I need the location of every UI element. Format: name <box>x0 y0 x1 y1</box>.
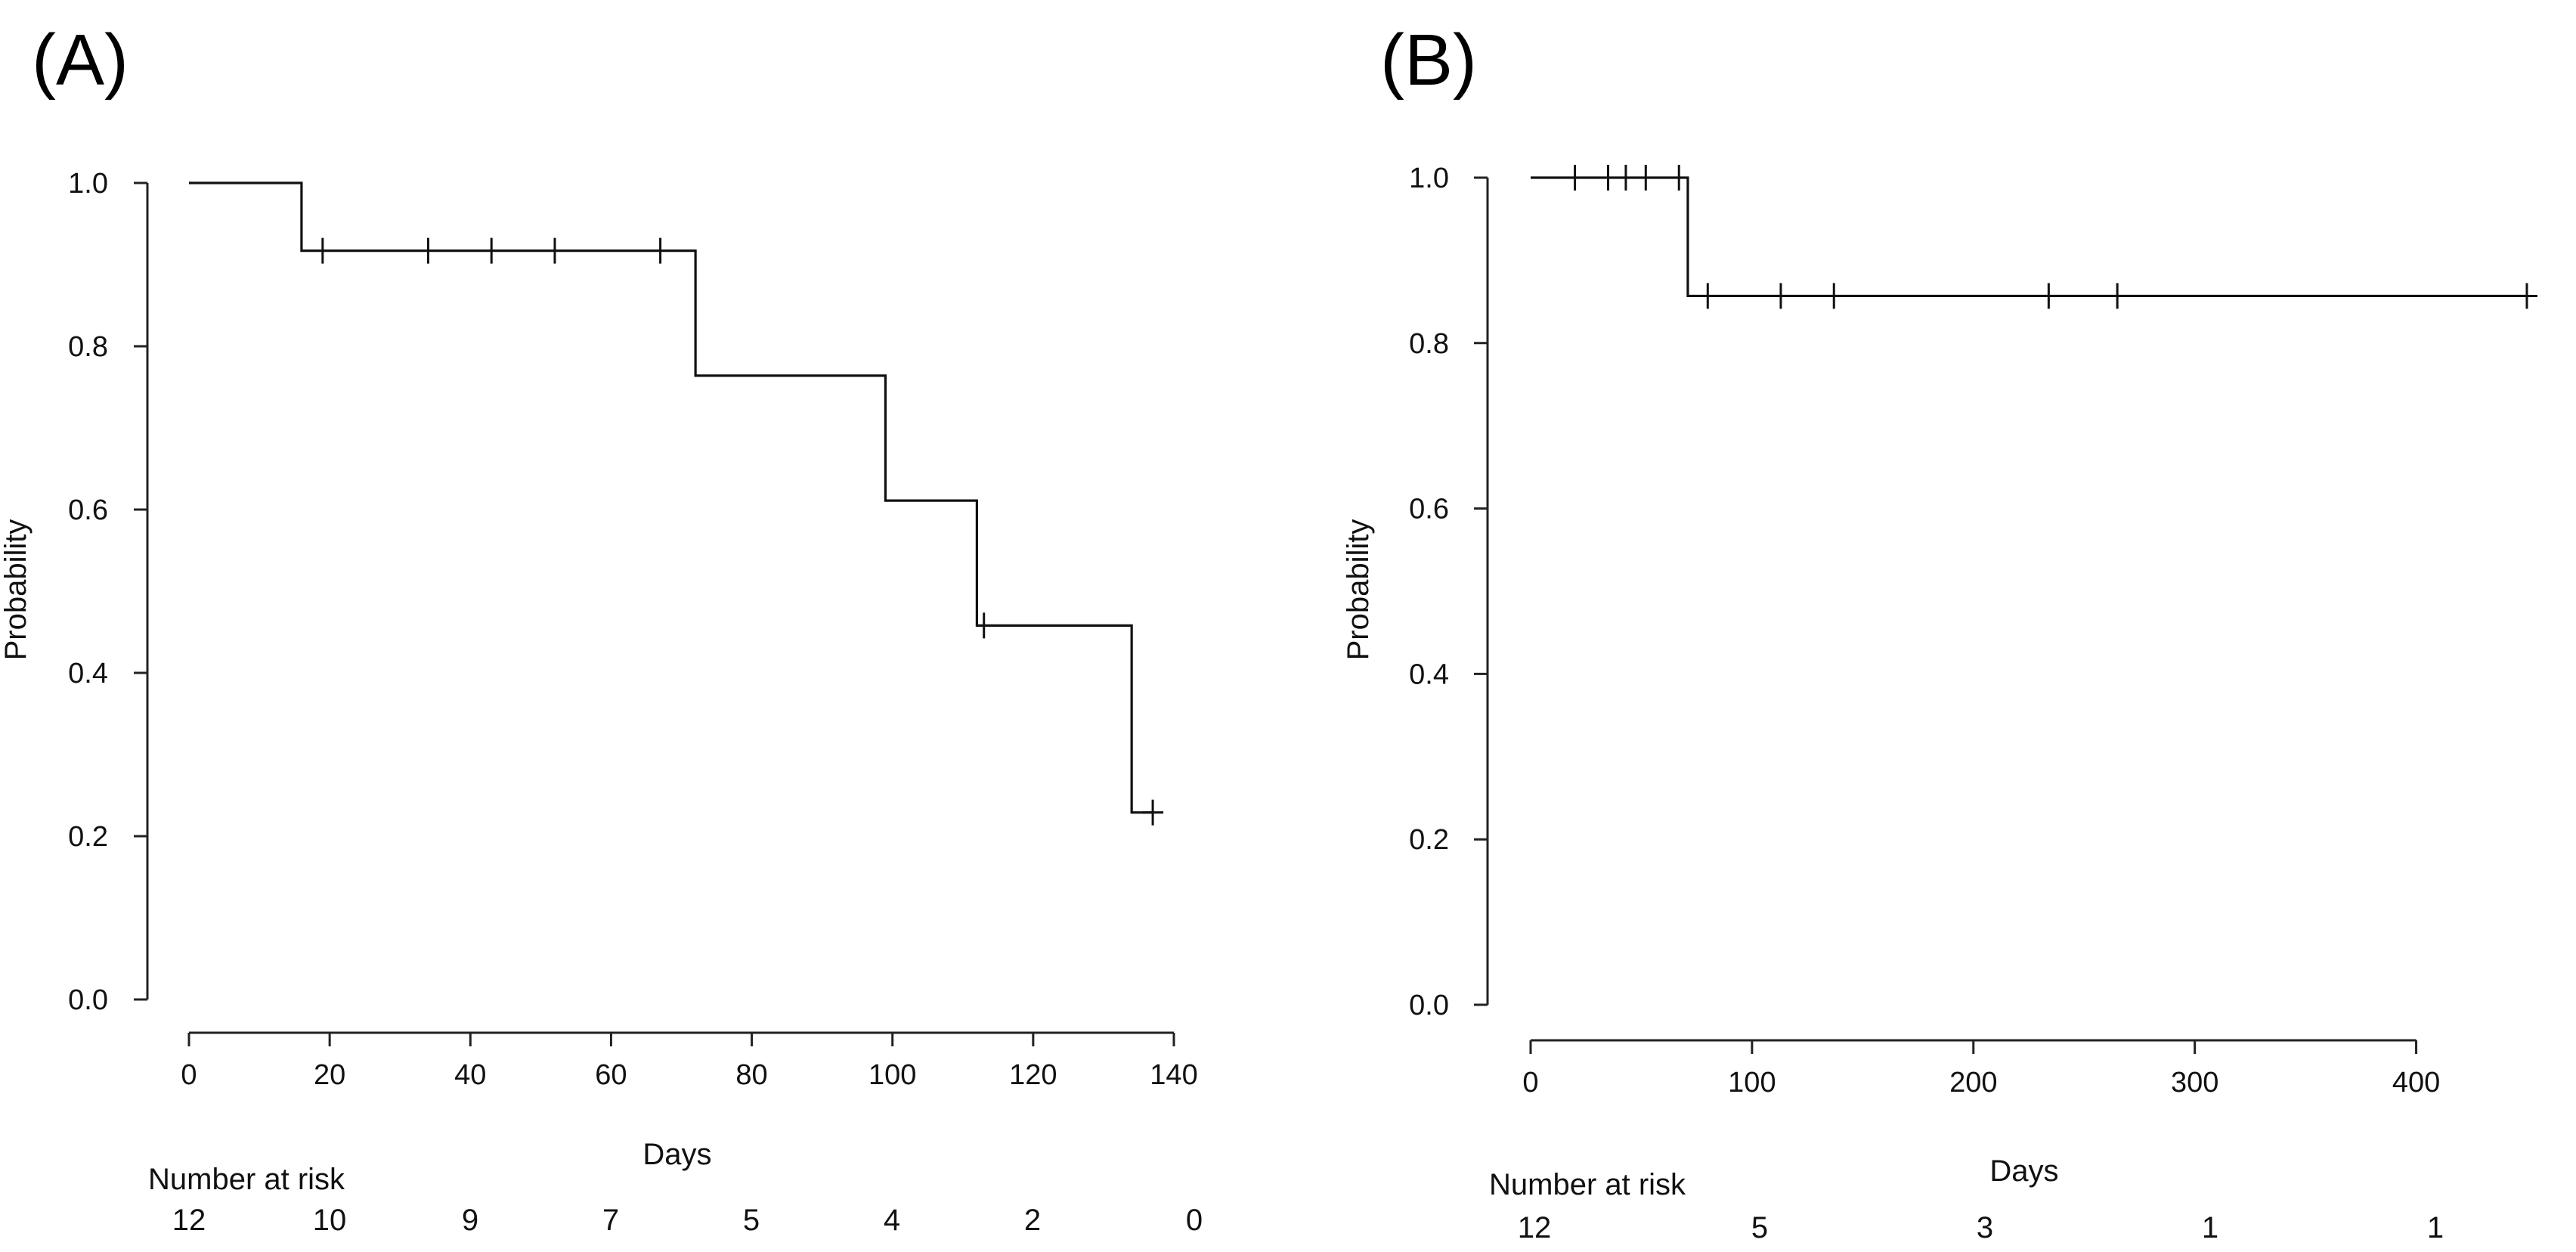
panel-a-risk-value: 0 <box>1186 1204 1203 1237</box>
panel-b-label: (B) <box>1380 20 1477 101</box>
panel-b-x-tick-label: 0 <box>1522 1067 1538 1099</box>
panel-a-y-tick-label: 1.0 <box>68 168 108 200</box>
panel-b-y-axis-title: Probability <box>1342 519 1375 661</box>
panel-a-risk-value: 9 <box>462 1204 478 1237</box>
panel-a-censor-marks <box>321 237 1164 826</box>
panel-b-risk-values: 12 5 3 1 1 <box>1518 1211 2444 1244</box>
panel-b-risk-value: 5 <box>1751 1211 1768 1244</box>
panel-b-risk-value: 1 <box>2202 1211 2218 1244</box>
panel-b-x-tick-label: 100 <box>1728 1067 1776 1099</box>
panel-b-y-tick-label: 0.0 <box>1409 990 1449 1021</box>
panel-b-x-tick-label: 300 <box>2171 1067 2218 1099</box>
panel-a-y-tick-label: 0.6 <box>68 494 108 526</box>
panel-b-x-tick-label: 200 <box>1949 1067 1997 1099</box>
panel-b-y-tick-label: 0.6 <box>1409 494 1449 525</box>
panel-b-y-ticks: 0.0 0.2 0.4 0.6 0.8 1.0 <box>1409 163 1488 1021</box>
panel-b-y-tick-label: 1.0 <box>1409 163 1449 194</box>
panel-b-risk-label: Number at risk <box>1489 1168 1686 1201</box>
panel-a-y-tick-label: 0.0 <box>68 984 108 1016</box>
panel-a-x-tick-label: 0 <box>181 1059 197 1091</box>
panel-a-x-tick-label: 140 <box>1150 1059 1197 1091</box>
panel-a-risk-value: 10 <box>313 1204 347 1237</box>
panel-a-x-tick-label: 120 <box>1009 1059 1057 1091</box>
panel-a-x-tick-label: 60 <box>595 1059 627 1091</box>
panel-a-risk-values: 12 10 9 7 5 4 2 0 <box>172 1204 1203 1237</box>
panel-a-risk-value: 4 <box>884 1204 900 1237</box>
panel-b-y-tick-label: 0.2 <box>1409 824 1449 856</box>
panel-b-risk-value: 3 <box>1977 1211 1993 1244</box>
panel-a-y-tick-label: 0.2 <box>68 821 108 853</box>
panel-a: (A) 0.00.20.40.60.81.0 0 20 40 60 80 100 120 14… <box>0 20 1203 1237</box>
panel-a-risk-value: 2 <box>1024 1204 1041 1237</box>
panel-a-risk-value: 5 <box>743 1204 760 1237</box>
panel-b-curve-group <box>1531 176 2527 298</box>
panel-a-y-tick-label: 0.8 <box>68 331 108 363</box>
panel-b-y-tick-label: 0.8 <box>1409 328 1449 360</box>
panel-a-risk-value: 7 <box>602 1204 619 1237</box>
panel-b-risk-value: 1 <box>2427 1211 2444 1244</box>
panel-b-x-tick-label: 400 <box>2392 1067 2440 1099</box>
panel-b-survival-curve <box>1531 176 2527 298</box>
panel-a-x-axis-title: Days <box>642 1138 711 1171</box>
panel-a-y-ticks: 0.0 0.2 0.4 0.6 0.8 1.0 <box>68 168 147 1016</box>
panel-b-axes <box>1486 178 2417 1042</box>
panel-a-y-tick-label: 0.4 <box>68 658 108 690</box>
panel-b: (B) 0.0 0.2 0.4 0.6 0.8 1.0 0 100 200 300 400 Pro… <box>1342 20 2537 1244</box>
panel-a-x-tick-label: 80 <box>735 1059 767 1091</box>
panel-a-label: (A) <box>32 20 128 101</box>
panel-a-x-ticks: 0 20 40 60 80 100 120 140 <box>181 1033 1198 1091</box>
panel-a-x-tick-label: 100 <box>868 1059 916 1091</box>
panel-a-survival-curve <box>189 181 1153 814</box>
panel-a-risk-value: 12 <box>172 1204 206 1237</box>
panel-b-x-axis-title: Days <box>1989 1154 2058 1188</box>
panel-a-risk-label: Number at risk <box>148 1163 345 1196</box>
panel-b-censor-marks <box>1574 165 2537 309</box>
panel-b-risk-value: 12 <box>1518 1211 1552 1244</box>
panel-b-y-tick-label: 0.4 <box>1409 659 1449 690</box>
panel-a-x-tick-label: 40 <box>454 1059 486 1091</box>
panel-a-x-tick-label: 20 <box>314 1059 345 1091</box>
panel-b-x-ticks: 0 100 200 300 400 <box>1522 1040 2440 1099</box>
panel-a-curve-group <box>189 181 1153 814</box>
panel-a-y-axis-title: Probability <box>0 519 33 661</box>
panel-a-axes <box>146 183 1174 1034</box>
